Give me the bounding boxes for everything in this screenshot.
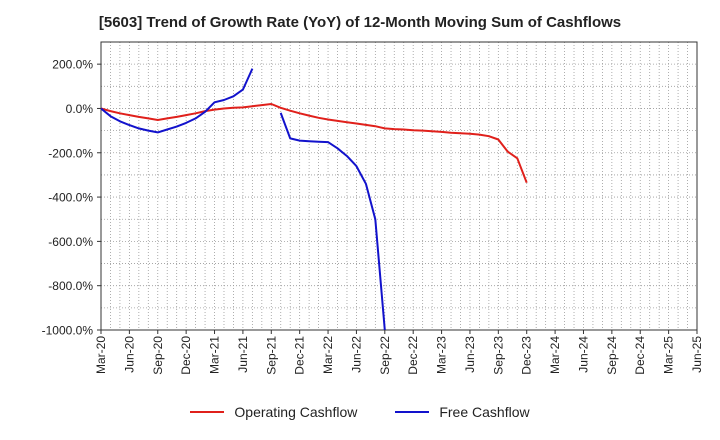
y-tick-label: -400.0% [48, 191, 93, 205]
chart-title: [5603] Trend of Growth Rate (YoY) of 12-… [98, 14, 622, 31]
x-tick-label: Dec-20 [179, 336, 193, 375]
y-axis-ticks: -1000.0% -800.0% -600.0% -400.0% -200.0% 0.0%… [42, 58, 101, 338]
x-tick-label: Sep-22 [378, 336, 392, 375]
y-tick-label: -1000.0% [42, 324, 94, 338]
x-tick-label: Mar-23 [435, 336, 449, 374]
x-tick-label: Mar-20 [94, 336, 108, 374]
x-tick-label: Mar-24 [548, 336, 562, 374]
x-tick-label: Dec-24 [633, 336, 647, 375]
x-tick-label: Dec-22 [406, 336, 420, 375]
x-tick-label: Sep-23 [491, 336, 505, 375]
x-tick-label: Jun-22 [349, 336, 363, 373]
legend-item-operating: Operating Cashflow [190, 404, 357, 420]
x-tick-label: Jun-24 [576, 336, 590, 373]
y-tick-label: 200.0% [52, 58, 93, 72]
x-axis-ticks: Mar-20 Jun-20 Sep-20 Dec-20 Mar-21 Jun-21 Sep-… [94, 330, 704, 375]
x-tick-label: Jun-23 [463, 336, 477, 373]
series-line-free-cashflow-cont [279, 112, 386, 330]
legend-label-free: Free Cashflow [439, 404, 530, 420]
legend-swatch-operating [190, 411, 225, 413]
x-tick-label: Mar-22 [321, 336, 335, 374]
legend-item-free: Free Cashflow [395, 404, 530, 420]
series-lines [101, 68, 528, 330]
y-tick-label: -200.0% [48, 146, 93, 160]
y-tick-label: 0.0% [66, 102, 94, 116]
grid-lines [100, 41, 698, 331]
x-tick-label: Sep-24 [605, 336, 619, 375]
series-line-operating-cashflow [101, 103, 528, 184]
y-tick-label: -800.0% [48, 279, 93, 293]
legend-swatch-free [395, 411, 430, 413]
x-tick-label: Jun-21 [236, 336, 250, 373]
legend: Operating Cashflow Free Cashflow [0, 404, 720, 420]
series-line-free-cashflow [101, 68, 254, 134]
legend-label-operating: Operating Cashflow [234, 404, 358, 420]
x-tick-label: Jun-20 [122, 336, 136, 373]
y-tick-label: -600.0% [48, 235, 93, 249]
x-tick-label: Mar-25 [662, 336, 676, 374]
x-tick-label: Jun-25 [690, 336, 704, 373]
x-tick-label: Dec-21 [293, 336, 307, 375]
x-tick-label: Sep-21 [264, 336, 278, 375]
x-tick-label: Dec-23 [520, 336, 534, 375]
x-tick-label: Mar-21 [208, 336, 222, 374]
plot-frame [100, 41, 698, 331]
axes [100, 41, 698, 331]
x-tick-label: Sep-20 [151, 336, 165, 375]
